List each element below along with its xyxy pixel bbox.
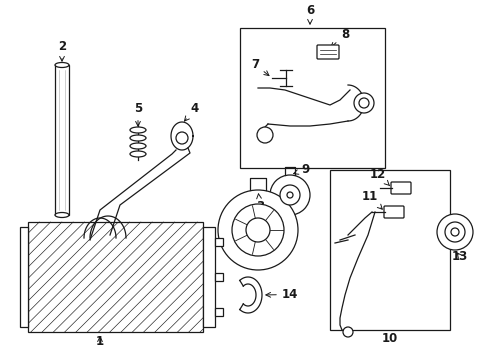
Circle shape xyxy=(286,192,292,198)
Circle shape xyxy=(436,214,472,250)
Circle shape xyxy=(280,185,299,205)
Circle shape xyxy=(450,228,458,236)
Bar xyxy=(215,308,223,316)
Bar xyxy=(329,170,449,330)
Ellipse shape xyxy=(130,151,146,157)
Text: 6: 6 xyxy=(305,4,313,24)
Text: 5: 5 xyxy=(134,102,142,126)
Bar xyxy=(215,273,223,281)
Circle shape xyxy=(269,175,309,215)
Ellipse shape xyxy=(130,135,146,141)
Text: 4: 4 xyxy=(184,102,199,121)
Text: 12: 12 xyxy=(369,168,389,186)
Circle shape xyxy=(342,327,352,337)
Circle shape xyxy=(444,222,464,242)
Text: 2: 2 xyxy=(58,40,66,61)
FancyBboxPatch shape xyxy=(390,182,410,194)
Text: 1: 1 xyxy=(96,335,104,348)
Text: 14: 14 xyxy=(265,288,298,301)
Circle shape xyxy=(245,218,269,242)
Bar xyxy=(240,28,384,168)
Bar xyxy=(215,238,223,246)
Circle shape xyxy=(257,127,272,143)
Bar xyxy=(28,222,203,332)
Text: 8: 8 xyxy=(330,28,348,48)
Circle shape xyxy=(358,98,368,108)
Bar xyxy=(20,227,28,327)
Circle shape xyxy=(231,204,284,256)
Text: 11: 11 xyxy=(361,190,382,209)
Text: 3: 3 xyxy=(255,194,264,213)
Circle shape xyxy=(176,132,187,144)
Ellipse shape xyxy=(55,63,69,68)
Text: 7: 7 xyxy=(250,58,268,76)
Ellipse shape xyxy=(130,127,146,133)
Ellipse shape xyxy=(130,143,146,149)
FancyBboxPatch shape xyxy=(316,45,338,59)
Text: 9: 9 xyxy=(293,163,308,176)
Circle shape xyxy=(218,190,297,270)
FancyBboxPatch shape xyxy=(383,206,403,218)
Bar xyxy=(203,227,215,327)
Bar xyxy=(55,65,69,215)
Ellipse shape xyxy=(55,212,69,217)
Text: 10: 10 xyxy=(381,332,397,345)
Circle shape xyxy=(353,93,373,113)
Text: 13: 13 xyxy=(451,250,467,263)
